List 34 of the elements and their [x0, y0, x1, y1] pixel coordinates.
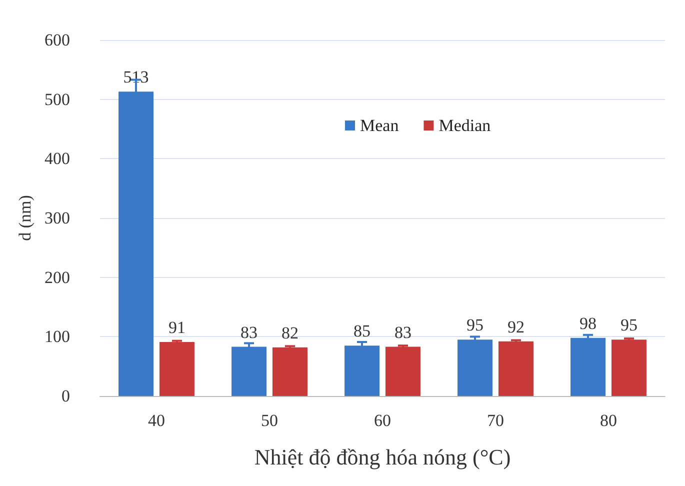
y-tick-label: 600 [44, 30, 70, 50]
data-label: 83 [240, 322, 258, 342]
x-tick-label: 80 [600, 411, 617, 430]
x-tick-label: 70 [487, 411, 504, 430]
legend-label: Mean [360, 116, 400, 135]
y-tick-label: 100 [44, 327, 70, 346]
y-tick-label: 200 [44, 268, 70, 287]
bar [498, 341, 534, 396]
bar [458, 340, 493, 396]
data-label: 83 [394, 322, 412, 342]
data-label: 92 [507, 317, 524, 336]
x-tick-label: 50 [261, 411, 278, 430]
y-tick-label: 500 [44, 90, 70, 109]
bar [385, 346, 420, 396]
x-tick-label: 40 [148, 411, 165, 430]
data-label: 95 [620, 316, 638, 335]
legend-label: Median [438, 116, 492, 135]
data-label: 95 [466, 316, 484, 335]
bar [159, 342, 194, 396]
data-label: 82 [281, 323, 298, 342]
y-axis-title: d (nm) [16, 195, 35, 241]
y-tick-label: 0 [62, 386, 70, 406]
x-tick-label: 60 [374, 411, 391, 430]
y-tick-label: 400 [44, 149, 70, 168]
x-axis-title: Nhiệt độ đồng hóa nóng (°C) [254, 444, 511, 470]
bar [272, 347, 308, 396]
bar [570, 338, 606, 396]
data-label: 98 [580, 314, 597, 333]
bar [344, 346, 380, 396]
bar [232, 346, 267, 396]
data-label: 91 [168, 318, 186, 338]
data-label: 85 [354, 322, 371, 341]
y-tick-label: 300 [44, 208, 70, 228]
bar [611, 340, 646, 396]
